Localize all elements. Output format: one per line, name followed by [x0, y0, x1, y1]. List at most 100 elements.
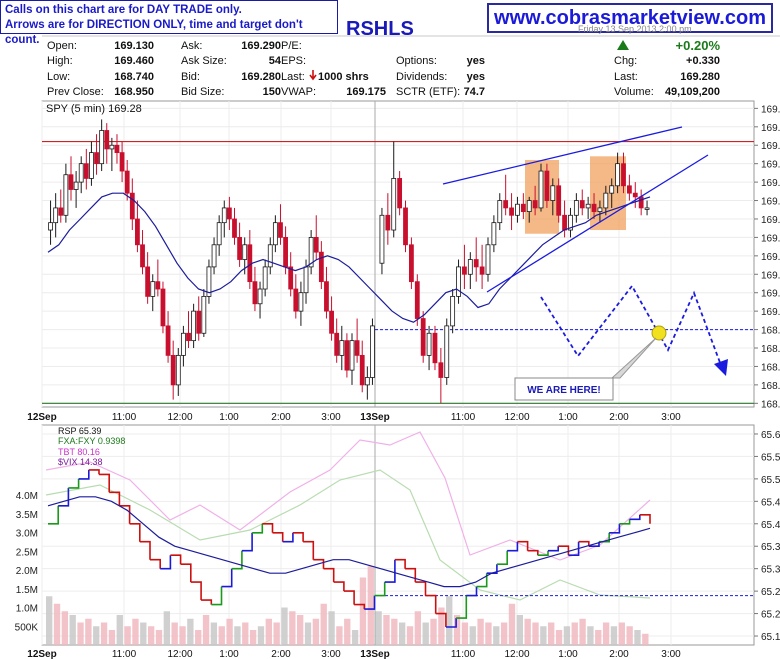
candle-body — [324, 281, 329, 312]
volume-bar — [202, 615, 210, 645]
candle-body — [632, 192, 638, 198]
candle-body — [532, 200, 538, 209]
candle-body — [456, 266, 461, 297]
candle-body — [89, 152, 94, 179]
price-x-tick-label: 3:00 — [661, 412, 681, 423]
volume-bar — [116, 615, 123, 645]
legend-rsp: RSP 65.39 — [58, 426, 101, 436]
volume-bar — [618, 622, 625, 645]
volume-bar — [226, 618, 233, 645]
volume-bar — [344, 618, 351, 645]
last2-label: Last: — [614, 71, 638, 83]
volume-bar — [485, 622, 492, 645]
volume-tick-label: 500K — [15, 622, 39, 633]
volume-bar — [532, 622, 539, 645]
rsp-tick-label: 65.35 — [761, 542, 780, 553]
volume-bar — [53, 603, 61, 645]
price-tick-label: 169.35 — [761, 178, 780, 189]
candle-body — [473, 259, 479, 268]
candle-body — [562, 214, 567, 231]
rsp-price-segment — [456, 595, 468, 619]
rsp-price-segment — [435, 612, 447, 627]
rsp-price-segment — [415, 581, 427, 596]
volume-bar — [414, 611, 422, 645]
candle-body — [272, 222, 278, 246]
volume-bar — [438, 607, 445, 645]
ask-value: 169.290 — [241, 40, 281, 52]
candle-body — [515, 203, 520, 216]
last2-value: 169.280 — [680, 71, 720, 83]
candle-body — [206, 266, 212, 297]
volume-bar — [516, 615, 523, 645]
volume-bar — [85, 618, 92, 645]
low-value: 168.740 — [114, 71, 154, 83]
rsp-price-segment — [486, 564, 498, 574]
candle-body — [242, 244, 248, 260]
candle-body — [520, 203, 526, 213]
price-x-tick-label: 12Sep — [27, 412, 56, 423]
volume-bar — [336, 626, 343, 645]
price-x-tick-label: 12:00 — [167, 412, 192, 423]
price-x-tick-label: 11:00 — [451, 412, 476, 423]
rsp-price-segment — [384, 559, 396, 583]
dividends-label: Dividends: — [396, 71, 447, 83]
candle-body — [257, 288, 263, 305]
price-x-axis: 12Sep 11:00 12:00 1:00 2:00 3:00 13Sep 11:00 12:… — [27, 412, 681, 423]
volume-bar — [249, 630, 257, 645]
volume-bar — [391, 618, 398, 645]
volume-bar — [610, 626, 618, 645]
volume-bar — [100, 622, 108, 645]
website-banner[interactable]: www.cobrasmarketview.com — [487, 3, 773, 33]
candle-body — [379, 214, 385, 264]
candle-body — [150, 281, 156, 297]
candle-body — [109, 144, 115, 150]
price-x-tick-label: 2:00 — [271, 412, 291, 423]
volume-bar — [524, 618, 531, 645]
volume-bar — [422, 622, 429, 645]
rsp-price-segment — [282, 532, 294, 543]
candle-body — [544, 170, 550, 201]
date-stamp: Friday 13 Sep 2013 2:00 pm — [578, 24, 692, 34]
volume-bar — [461, 622, 469, 645]
volume-bar — [69, 615, 76, 645]
candle-body — [303, 266, 309, 294]
rsp-x-tick-label: 3:00 — [321, 649, 341, 659]
candle-body — [467, 259, 473, 275]
rsp-price-segment — [170, 554, 182, 565]
volume-bar — [273, 622, 280, 645]
rsp-price-segment — [272, 532, 284, 542]
rsp-price-segment — [496, 550, 508, 565]
candle-body — [397, 178, 403, 209]
rsp-price-segment — [241, 532, 253, 552]
pct-change: +0.20% — [676, 38, 721, 53]
candle-body — [175, 354, 181, 386]
rsp-price-segment — [537, 550, 549, 556]
volume-bar — [46, 596, 53, 645]
candle-body — [426, 332, 432, 356]
rsp-price-segment — [68, 478, 80, 489]
rsp-price-segment — [609, 523, 621, 534]
rsp-tick-label: 65.45 — [761, 497, 780, 508]
price-x-tick-label: 12:00 — [504, 412, 529, 423]
volume-bar — [406, 626, 414, 645]
bid-size-value: 150 — [263, 86, 281, 98]
rsp-price-segment — [578, 540, 590, 547]
price-panel — [41, 100, 755, 408]
ask-label: Ask: — [181, 40, 202, 52]
callout-box — [514, 377, 614, 401]
candle-body — [308, 237, 314, 268]
legend-fxa-fxy: FXA:FXY 0.9398 — [58, 436, 125, 446]
candle-body — [298, 292, 304, 312]
rsp-price-segment — [292, 532, 304, 542]
candle-body — [432, 332, 438, 364]
rsp-price-segment — [639, 514, 651, 524]
disclaimer-line-2: Arrows are for DIRECTION ONLY, time and … — [5, 19, 303, 46]
volume-bar — [304, 622, 312, 645]
price-tick-label: 169.15 — [761, 252, 780, 263]
candle-body — [318, 251, 324, 283]
wedge-upper-line — [442, 126, 683, 185]
high-label: High: — [47, 55, 73, 67]
candle-body — [591, 203, 597, 213]
ask-size-label: Ask Size: — [181, 55, 227, 67]
volume-bar — [210, 622, 218, 645]
